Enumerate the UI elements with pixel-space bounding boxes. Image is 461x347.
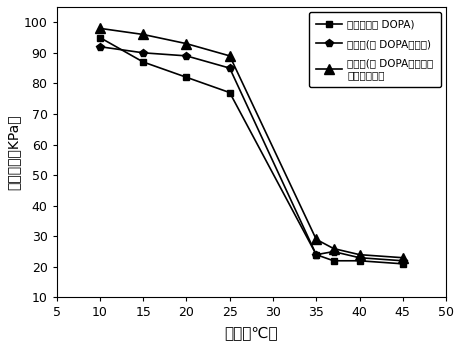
聚合物（含 DOPA): [400, 262, 406, 266]
X-axis label: 温度（℃）: 温度（℃）: [225, 325, 278, 340]
聚合物（含 DOPA): [97, 35, 103, 40]
聚合物(含 DOPA、鑰基、
疏基、双键）: [227, 54, 232, 58]
聚合物（含 DOPA): [227, 91, 232, 95]
聚合物(含 DOPA、鑰基): [313, 253, 319, 257]
聚合物(含 DOPA、鑰基): [227, 66, 232, 70]
Y-axis label: 粘结强度（KPa）: 粘结强度（KPa）: [7, 115, 21, 190]
Line: 聚合物(含 DOPA、鑰基): 聚合物(含 DOPA、鑰基): [96, 43, 407, 265]
聚合物(含 DOPA、鑰基、
疏基、双键）: [141, 32, 146, 36]
Legend: 聚合物（含 DOPA), 聚合物(含 DOPA、鑰基), 聚合物(含 DOPA、鑰基、
疏基、双键）: 聚合物（含 DOPA), 聚合物(含 DOPA、鑰基), 聚合物(含 DOPA、…: [309, 12, 441, 87]
聚合物(含 DOPA、鑰基): [400, 259, 406, 263]
Line: 聚合物(含 DOPA、鑰基、
疏基、双键）: 聚合物(含 DOPA、鑰基、 疏基、双键）: [95, 24, 408, 263]
聚合物(含 DOPA、鑰基、
疏基、双键）: [313, 237, 319, 242]
聚合物(含 DOPA、鑰基): [331, 249, 337, 254]
聚合物(含 DOPA、鑰基): [97, 45, 103, 49]
聚合物(含 DOPA、鑰基、
疏基、双键）: [183, 42, 189, 46]
聚合物（含 DOPA): [313, 253, 319, 257]
聚合物(含 DOPA、鑰基、
疏基、双键）: [97, 26, 103, 31]
聚合物（含 DOPA): [141, 60, 146, 64]
聚合物（含 DOPA): [331, 259, 337, 263]
聚合物(含 DOPA、鑰基): [183, 54, 189, 58]
聚合物(含 DOPA、鑰基、
疏基、双键）: [331, 246, 337, 251]
聚合物（含 DOPA): [183, 75, 189, 79]
聚合物(含 DOPA、鑰基、
疏基、双键）: [400, 256, 406, 260]
Line: 聚合物（含 DOPA): 聚合物（含 DOPA): [96, 34, 406, 267]
聚合物(含 DOPA、鑰基): [141, 51, 146, 55]
聚合物(含 DOPA、鑰基): [357, 256, 362, 260]
聚合物(含 DOPA、鑰基、
疏基、双键）: [357, 253, 362, 257]
聚合物（含 DOPA): [357, 259, 362, 263]
